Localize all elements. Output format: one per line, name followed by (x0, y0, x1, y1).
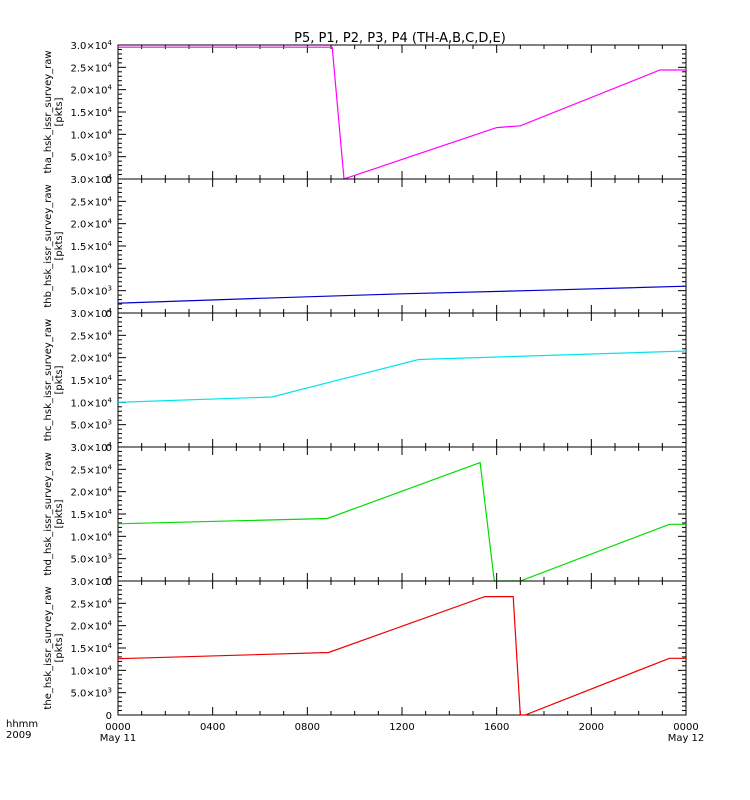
y-tick-label: 1.5×104 (71, 106, 113, 119)
y-tick-label: 0 (106, 443, 112, 454)
y-tick-label: 2.5×104 (71, 329, 113, 342)
y-tick-label: 2.0×104 (71, 620, 113, 633)
y-axis-label: thc_hsk_issr_survey_raw (43, 319, 54, 441)
y-tick-label: 3.0×104 (71, 307, 113, 320)
y-tick-label: 3.0×104 (71, 575, 113, 588)
y-tick-label: 5.0×103 (71, 687, 112, 700)
y-axis-label: thd_hsk_issr_survey_raw (43, 452, 54, 575)
y-tick-label: 1.0×104 (71, 664, 113, 677)
series-line-thc (117, 350, 687, 403)
y-axis-unit: [pkts] (54, 499, 65, 528)
y-tick-label: 2.5×104 (71, 597, 113, 610)
y-axis-unit: [pkts] (54, 231, 65, 260)
y-axis-label: tha_hsk_issr_survey_raw (43, 50, 54, 173)
y-tick-label: 2.0×104 (71, 352, 113, 365)
series-line-tha (118, 46, 686, 180)
y-axis-unit: [pkts] (54, 365, 65, 394)
x-tick-label: 0000 (673, 722, 698, 733)
y-tick-label: 0 (106, 577, 112, 588)
panels: 0 5.0×103 1.0×104 1.5×104 2.0×104 2.5×104 3.0×… (43, 39, 687, 722)
y-tick-label: 3.0×104 (71, 39, 113, 52)
x-tick-label: 1600 (484, 722, 509, 733)
panel-frame (117, 446, 687, 582)
x-tick-label: 1200 (389, 722, 414, 733)
y-tick-label: 1.0×104 (71, 128, 113, 141)
y-axis-label: thb_hsk_issr_survey_raw (43, 184, 54, 307)
chart-title: P5, P1, P2, P3, P4 (TH-A,B,C,D,E) (294, 31, 506, 46)
panel-thb: 0 5.0×103 1.0×104 1.5×104 2.0×104 2.5×104 3.0×… (43, 173, 687, 320)
y-axis-unit: [pkts] (54, 97, 65, 126)
y-tick-label: 5.0×103 (71, 419, 112, 432)
series-line-thd (117, 461, 686, 582)
y-tick-label: 1.0×104 (71, 530, 113, 543)
panel-thd: 0 5.0×103 1.0×104 1.5×104 2.0×104 2.5×104 3.0×… (43, 441, 687, 588)
y-tick-label: 1.5×104 (71, 642, 113, 655)
x-tick-label: 0400 (200, 722, 225, 733)
x-tick-date: May 12 (668, 733, 705, 744)
y-tick-label: 1.5×104 (71, 508, 113, 521)
series-line-the (117, 595, 686, 716)
y-tick-label: 5.0×103 (71, 151, 112, 164)
panel-thc: 0 5.0×103 1.0×104 1.5×104 2.0×104 2.5×104 3.0×… (43, 307, 687, 454)
y-tick-label: 1.5×104 (71, 240, 113, 253)
panel-tha: 0 5.0×103 1.0×104 1.5×104 2.0×104 2.5×104 3.0×… (43, 39, 687, 186)
panel-frame (117, 580, 687, 716)
y-tick-label: 2.0×104 (71, 486, 113, 499)
y-tick-label: 0 (106, 711, 112, 722)
y-tick-label: 2.5×104 (71, 61, 113, 74)
y-axis-label: the_hsk_issr_survey_raw (43, 586, 54, 709)
series-line-thb (117, 285, 687, 304)
x-axis-label-hhmm: hhmm (6, 719, 38, 730)
panel-frame (117, 312, 687, 448)
y-tick-label: 2.0×104 (71, 84, 113, 97)
y-tick-label: 5.0×103 (71, 285, 112, 298)
y-axis-unit: [pkts] (54, 633, 65, 662)
y-tick-label: 2.5×104 (71, 195, 113, 208)
y-tick-label: 0 (106, 309, 112, 320)
x-tick-label: 0800 (295, 722, 320, 733)
x-tick-date: May 11 (100, 733, 137, 744)
y-tick-label: 1.0×104 (71, 262, 113, 275)
x-tick-label: 2000 (579, 722, 604, 733)
y-tick-label: 5.0×103 (71, 553, 112, 566)
x-tick-label: 0000 (105, 722, 130, 733)
y-tick-label: 2.5×104 (71, 463, 113, 476)
panel-frame (117, 178, 687, 314)
y-tick-label: 0 (106, 175, 112, 186)
panel-the: 0 5.0×103 1.0×104 1.5×104 2.0×104 2.5×104 3.0×… (43, 575, 687, 722)
y-tick-label: 2.0×104 (71, 218, 113, 231)
y-tick-label: 3.0×104 (71, 441, 113, 454)
y-tick-label: 1.0×104 (71, 396, 113, 409)
x-axis-label-year: 2009 (6, 730, 31, 741)
y-tick-label: 3.0×104 (71, 173, 113, 186)
y-tick-label: 1.5×104 (71, 374, 113, 387)
